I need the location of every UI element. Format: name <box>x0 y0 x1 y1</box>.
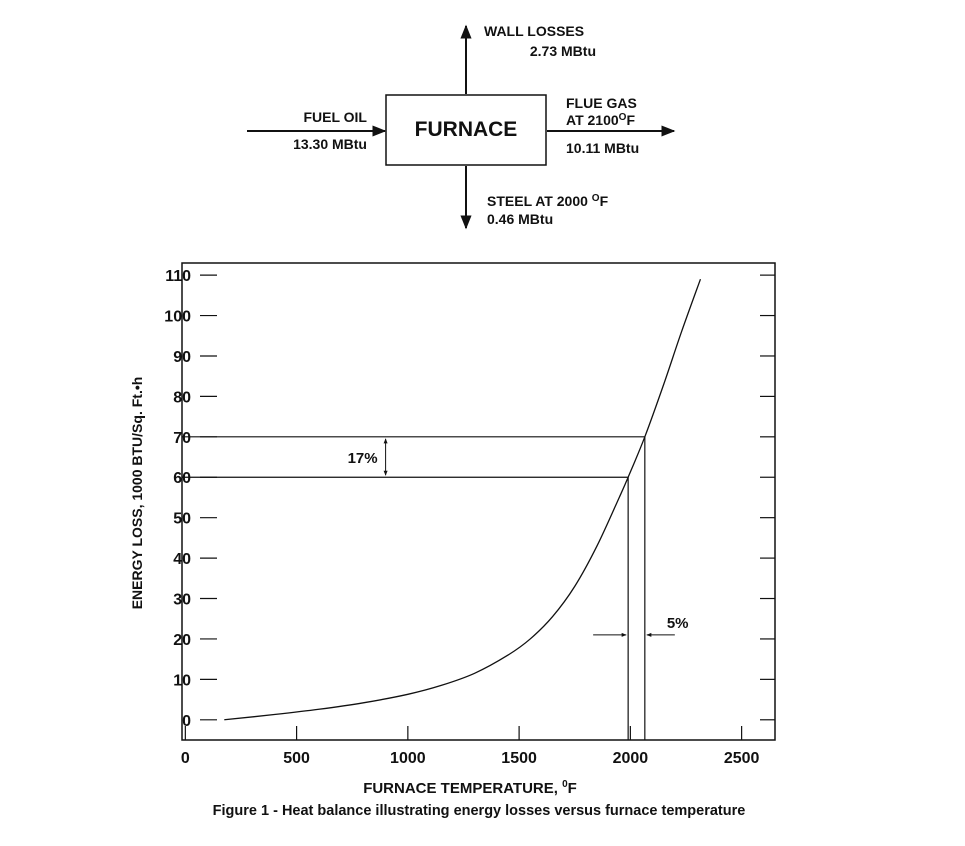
steel-value: 0.46 MBtu <box>487 211 553 227</box>
y-tick-label: 70 <box>173 430 191 447</box>
y-tick-label: 110 <box>165 268 191 285</box>
furnace-box <box>385 94 547 166</box>
x-tick-label: 500 <box>283 750 310 767</box>
flue-gas-label: FLUE GAS <box>566 95 637 111</box>
energy-loss-curve <box>224 278 702 721</box>
y-tick-label: 80 <box>173 389 191 406</box>
steel-label: STEEL AT 2000 OF <box>487 193 609 209</box>
fuel-oil-label: FUEL OIL <box>303 109 367 125</box>
y-tick-label: 20 <box>173 632 191 649</box>
flue-gas-temp: AT 2100OF <box>566 112 635 128</box>
x-tick-label: 0 <box>181 750 190 767</box>
fuel-oil-value: 13.30 MBtu <box>293 136 367 152</box>
y-tick-label: 90 <box>173 349 191 366</box>
x-tick-label: 1000 <box>390 750 426 767</box>
annotations: 17% 5% <box>348 438 689 637</box>
y-tick-label: 60 <box>173 470 191 487</box>
annotation-5-percent: 5% <box>667 615 689 632</box>
wall-losses-value: 2.73 MBtu <box>530 43 596 59</box>
y-tick-label: 30 <box>173 592 191 609</box>
x-tick-label: 1500 <box>501 750 537 767</box>
energy-loss-chart: 0 10 20 30 40 50 60 70 80 90 100 110 0 500 1000 1500 20… <box>129 262 776 819</box>
y-axis-ticks: 0 10 20 30 40 50 60 70 80 90 100 110 <box>164 268 775 730</box>
y-tick-label: 50 <box>173 511 191 528</box>
y-tick-label: 40 <box>173 551 191 568</box>
plot-frame <box>181 262 776 741</box>
y-tick-label: 0 <box>182 713 191 730</box>
figure-caption: Figure 1 - Heat balance illustrating ene… <box>213 803 746 819</box>
wall-losses-label: WALL LOSSES <box>484 23 584 39</box>
y-axis-label: ENERGY LOSS, 1000 BTU/Sq. Ft.•h <box>129 377 145 610</box>
furnace-label: FURNACE <box>415 118 518 141</box>
x-tick-label: 2500 <box>724 750 760 767</box>
y-tick-label: 100 <box>164 309 191 326</box>
x-tick-label: 2000 <box>613 750 649 767</box>
x-axis-label: FURNACE TEMPERATURE, 0F <box>363 779 577 797</box>
annotation-17-percent: 17% <box>348 450 378 467</box>
x-axis-ticks: 0 500 1000 1500 2000 2500 <box>181 726 760 767</box>
reference-lines <box>182 436 646 740</box>
y-tick-label: 10 <box>173 672 191 689</box>
heat-balance-diagram: FURNACE FUEL OIL 13.30 MBtu WALL LOSSES … <box>247 23 676 230</box>
flue-gas-value: 10.11 MBtu <box>566 140 639 156</box>
